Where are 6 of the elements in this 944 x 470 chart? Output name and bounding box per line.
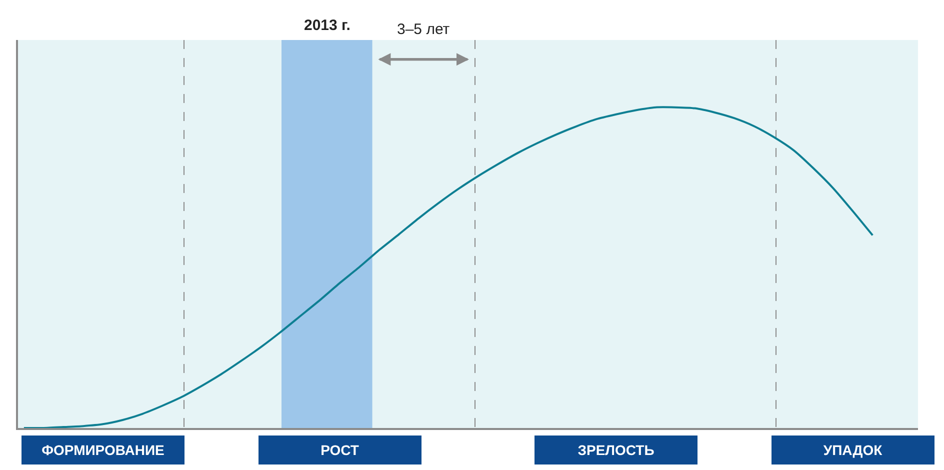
x-tick-label: РОСТ — [320, 442, 360, 458]
text: 2013 г. — [304, 17, 350, 34]
x-tick-label: ФОРМИРОВАНИЕ — [42, 442, 164, 458]
x-tick-label: ЗРЕЛОСТЬ — [578, 442, 654, 458]
text: 3–5 лет — [397, 21, 450, 38]
x-tick-label: УПАДОК — [823, 442, 883, 458]
